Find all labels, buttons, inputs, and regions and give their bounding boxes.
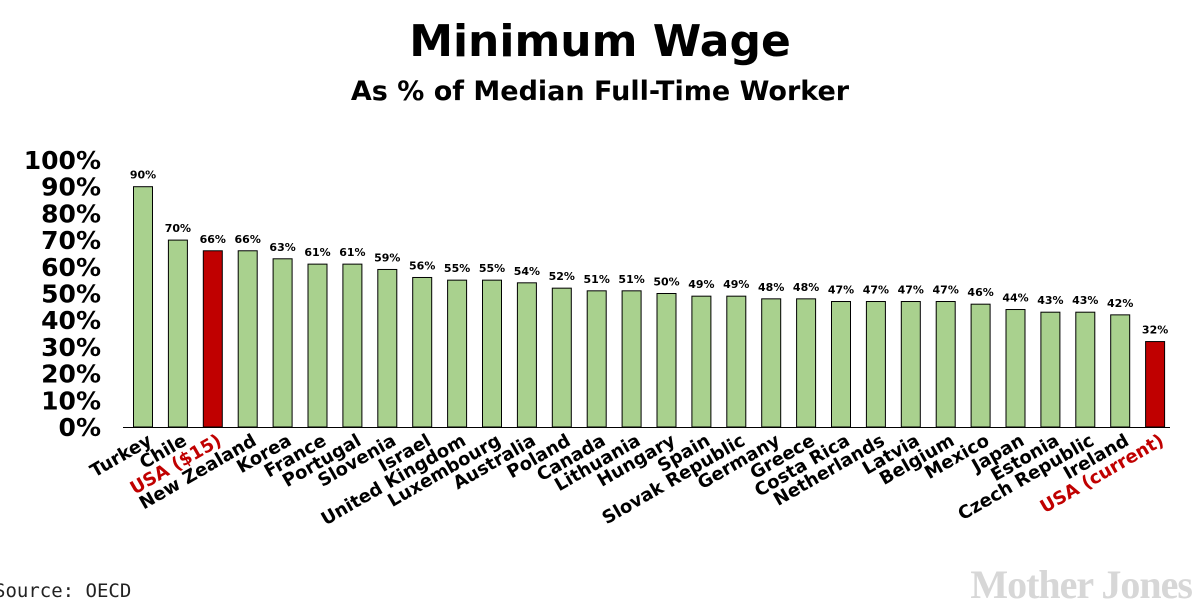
- bar: [935, 301, 956, 428]
- data-label: 66%: [235, 233, 261, 246]
- chart-title: Minimum Wage: [409, 16, 791, 67]
- bar: [202, 250, 223, 428]
- data-label: 55%: [479, 262, 505, 275]
- data-label: 32%: [1142, 324, 1168, 337]
- data-label: 61%: [304, 246, 330, 259]
- data-label: 52%: [549, 270, 575, 283]
- bar: [1040, 311, 1061, 428]
- data-label: 47%: [898, 284, 924, 297]
- data-label: 66%: [200, 233, 226, 246]
- data-label: 56%: [409, 259, 435, 272]
- data-label: 43%: [1072, 294, 1098, 307]
- y-tick-label: 10%: [41, 386, 101, 415]
- y-tick-label: 100%: [24, 146, 101, 175]
- bar: [1075, 311, 1096, 428]
- data-label: 46%: [967, 286, 993, 299]
- bar: [482, 279, 502, 428]
- bar: [691, 295, 712, 428]
- data-label: 90%: [130, 169, 156, 182]
- y-tick-label: 40%: [41, 306, 101, 335]
- bar: [865, 301, 886, 428]
- y-tick-label: 20%: [41, 360, 101, 389]
- bar: [167, 239, 188, 428]
- data-label: 59%: [374, 251, 400, 264]
- y-tick-label: 30%: [41, 333, 101, 362]
- data-label: 70%: [165, 222, 191, 235]
- data-label: 49%: [723, 278, 749, 291]
- source-note: Source: OECD: [0, 580, 132, 602]
- bar: [796, 298, 817, 428]
- bar: [621, 290, 642, 428]
- y-tick-label: 0%: [59, 413, 101, 442]
- bar: [656, 293, 677, 428]
- bar: [412, 276, 433, 428]
- data-label: 51%: [584, 273, 610, 286]
- data-label: 63%: [269, 241, 295, 254]
- data-label: 49%: [688, 278, 714, 291]
- y-axis: 0%10%20%30%40%50%60%70%80%90%100%: [24, 146, 101, 442]
- data-labels: 90% 70% 66% 66% 63% 61% 61% 59% 56% 55% 55% 54% 52% 5…: [130, 169, 1168, 337]
- bar: [307, 263, 328, 428]
- data-label: 61%: [339, 246, 365, 259]
- y-tick-label: 70%: [41, 226, 101, 255]
- bar: [1110, 314, 1131, 428]
- bar: [1145, 341, 1166, 428]
- bar: [272, 258, 293, 428]
- data-label: 50%: [653, 276, 679, 289]
- y-tick-label: 90%: [41, 173, 101, 202]
- bar: [726, 295, 747, 428]
- bar: [516, 282, 537, 428]
- bar: [133, 186, 153, 428]
- bar: [447, 279, 468, 428]
- y-tick-label: 50%: [41, 280, 101, 309]
- data-label: 48%: [793, 281, 819, 294]
- data-label: 47%: [933, 284, 959, 297]
- mother-jones-logo: Mother Jones: [970, 562, 1193, 607]
- bar: [237, 250, 258, 428]
- bar: [970, 303, 991, 428]
- data-label: 55%: [444, 262, 470, 275]
- bar: [761, 298, 782, 428]
- bar: [831, 301, 851, 428]
- bar: [342, 263, 363, 428]
- bar-chart: 0%10%20%30%40%50%60%70%80%90%100% 90%70%…: [24, 146, 1170, 530]
- data-label: 43%: [1037, 294, 1063, 307]
- data-label: 42%: [1107, 297, 1133, 310]
- data-label: 48%: [758, 281, 784, 294]
- data-label: 47%: [863, 284, 889, 297]
- bar: [551, 287, 572, 428]
- data-label: 47%: [828, 284, 854, 297]
- data-label: 44%: [1002, 292, 1028, 305]
- bar: [586, 290, 607, 428]
- bar: [900, 301, 921, 428]
- y-tick-label: 60%: [41, 253, 101, 282]
- data-label: 51%: [618, 273, 644, 286]
- bar: [1005, 309, 1026, 428]
- bar: [377, 268, 398, 428]
- y-tick-label: 80%: [41, 199, 101, 228]
- data-label: 54%: [514, 265, 540, 278]
- bars: [123, 186, 1170, 428]
- chart-subtitle: As % of Median Full-Time Worker: [350, 76, 850, 107]
